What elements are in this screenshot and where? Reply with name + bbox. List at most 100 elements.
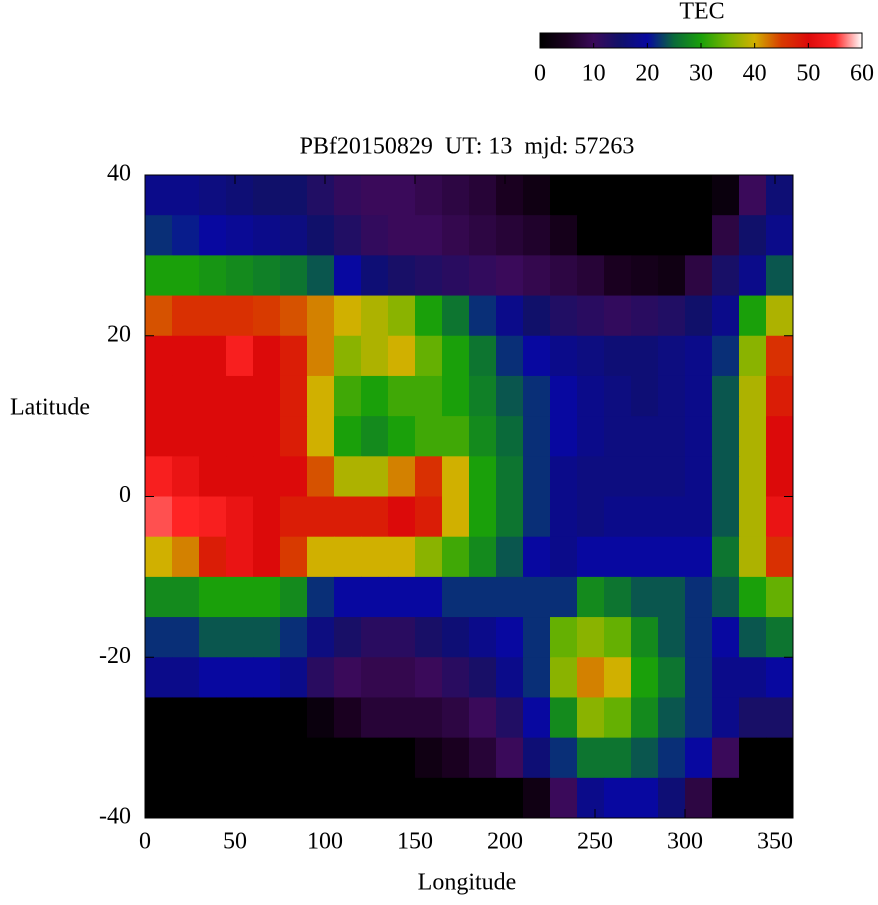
heat-cell xyxy=(280,576,308,618)
heat-cell xyxy=(280,416,308,457)
heat-cell xyxy=(388,255,416,297)
heat-cell xyxy=(361,617,389,658)
heat-cell xyxy=(577,697,605,739)
heat-cell xyxy=(685,295,713,337)
heat-cell xyxy=(469,255,497,297)
heat-cell xyxy=(145,697,173,739)
heat-cell xyxy=(388,576,416,618)
heat-cell xyxy=(145,295,173,337)
heat-cell xyxy=(280,335,308,377)
heat-cell xyxy=(442,175,470,216)
heat-cell xyxy=(226,576,254,618)
heat-cell xyxy=(361,777,389,819)
heat-cell xyxy=(496,295,524,337)
heat-cell xyxy=(685,576,713,618)
heat-cell xyxy=(631,456,659,497)
heat-cell xyxy=(469,617,497,658)
heat-cell xyxy=(334,175,362,216)
heat-cell xyxy=(415,737,443,779)
heat-cell xyxy=(415,496,443,538)
heat-cell xyxy=(172,697,200,739)
heat-cell xyxy=(577,496,605,538)
heat-cell xyxy=(307,255,335,297)
heat-cell xyxy=(388,175,416,216)
heat-cell xyxy=(712,657,740,698)
heat-cell xyxy=(145,536,173,578)
heat-cell xyxy=(550,255,578,297)
heat-cell xyxy=(604,536,632,578)
heat-cell xyxy=(199,536,227,578)
heat-cell xyxy=(361,737,389,779)
heat-cell xyxy=(712,496,740,538)
heat-cell xyxy=(631,375,659,417)
heat-cell xyxy=(712,175,740,216)
heat-cell xyxy=(550,697,578,739)
heat-cell xyxy=(226,215,254,256)
heat-cell xyxy=(685,416,713,457)
heat-cell xyxy=(172,295,200,337)
heat-cell xyxy=(388,215,416,256)
heat-cell xyxy=(577,295,605,337)
heat-cell xyxy=(334,255,362,297)
heat-cell xyxy=(631,416,659,457)
heat-cell xyxy=(199,295,227,337)
heat-cell xyxy=(658,777,686,819)
heat-cell xyxy=(307,335,335,377)
heat-cell xyxy=(631,295,659,337)
heat-cell xyxy=(280,617,308,658)
heat-cell xyxy=(685,456,713,497)
heat-cell xyxy=(226,295,254,337)
heat-cell xyxy=(172,416,200,457)
heat-cell xyxy=(388,416,416,457)
heat-cell xyxy=(388,496,416,538)
heat-cell xyxy=(631,335,659,377)
heat-cell xyxy=(415,375,443,417)
heat-cell xyxy=(172,375,200,417)
heat-cell xyxy=(712,576,740,618)
heat-cell xyxy=(766,215,794,256)
heat-cell xyxy=(550,295,578,337)
colorbar-tick-label: 20 xyxy=(635,61,659,87)
heat-cell xyxy=(226,375,254,417)
heat-cell xyxy=(631,255,659,297)
heat-cell xyxy=(226,657,254,698)
heat-cell xyxy=(658,175,686,216)
heat-cell xyxy=(172,657,200,698)
heat-cell xyxy=(280,456,308,497)
heat-cell xyxy=(334,576,362,618)
heat-cell xyxy=(469,175,497,216)
heat-cell xyxy=(280,175,308,216)
heat-cell xyxy=(766,255,794,297)
heat-cell xyxy=(361,576,389,618)
heat-cell xyxy=(388,295,416,337)
heat-cell xyxy=(253,215,281,256)
x-tick-label: 0 xyxy=(139,829,151,855)
heat-cell xyxy=(334,496,362,538)
heat-cell xyxy=(361,697,389,739)
heat-cell xyxy=(253,335,281,377)
heat-cell xyxy=(523,175,551,216)
heat-cell xyxy=(712,215,740,256)
heat-cell xyxy=(388,375,416,417)
heat-cell xyxy=(307,456,335,497)
heat-cell xyxy=(469,777,497,819)
heat-cell xyxy=(442,536,470,578)
heat-cell xyxy=(199,777,227,819)
heat-cell xyxy=(604,697,632,739)
heat-cell xyxy=(253,737,281,779)
heat-cell xyxy=(631,536,659,578)
heat-cell xyxy=(199,737,227,779)
heat-cell xyxy=(469,456,497,497)
heat-cell xyxy=(307,375,335,417)
y-tick-label: 20 xyxy=(107,321,131,347)
heat-cell xyxy=(442,496,470,538)
heat-cell xyxy=(253,657,281,698)
heat-cell xyxy=(388,335,416,377)
heat-cell xyxy=(766,175,794,216)
heat-cell xyxy=(631,576,659,618)
heat-cell xyxy=(685,777,713,819)
heat-cell xyxy=(658,576,686,618)
heat-cell xyxy=(658,697,686,739)
heat-cell xyxy=(253,375,281,417)
